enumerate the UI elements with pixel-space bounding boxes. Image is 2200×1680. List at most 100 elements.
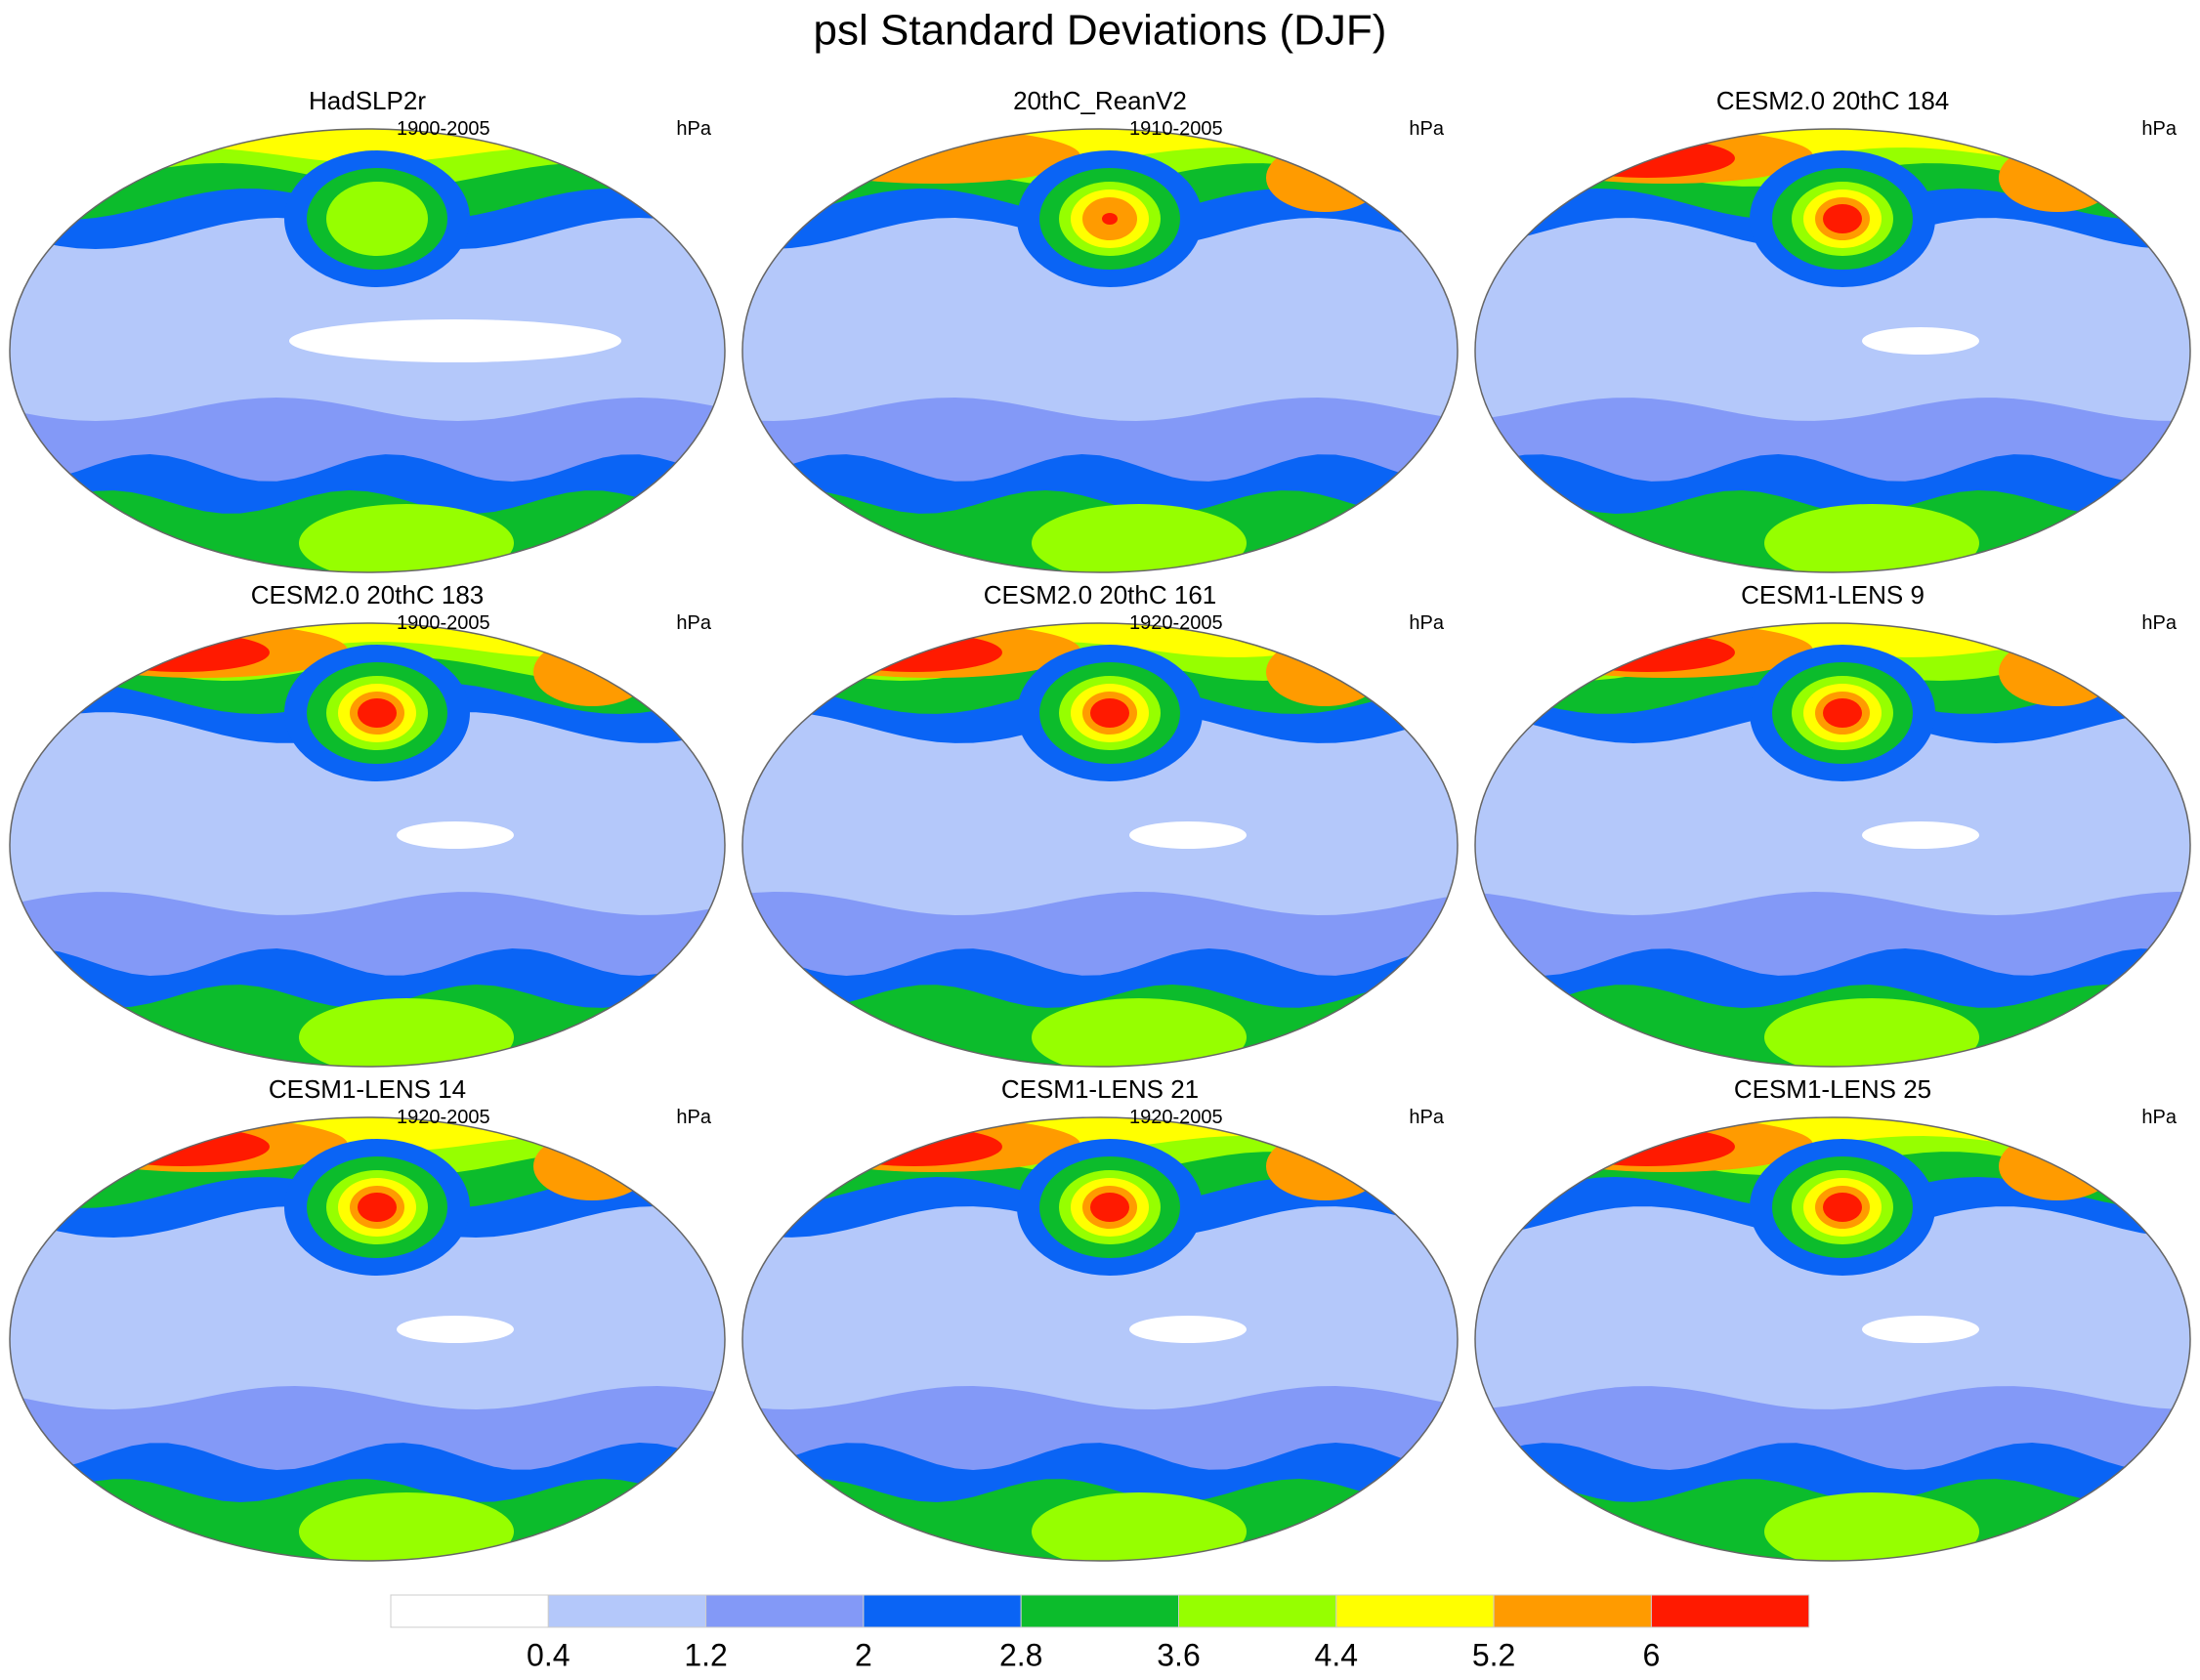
map-field xyxy=(10,129,725,572)
field-patch xyxy=(1129,327,1247,355)
panel-title: CESM2.0 20thC 183 xyxy=(251,580,484,609)
map-field xyxy=(10,623,725,1067)
map-outline xyxy=(741,622,1459,1068)
map-panel: CESM1-LENS 9 1920-2005 hPa xyxy=(1129,580,2191,1068)
field-patch xyxy=(1764,1492,1979,1561)
map-outline xyxy=(1474,622,2191,1068)
field-patch xyxy=(358,698,397,728)
figure-title: psl Standard Deviations (DJF) xyxy=(814,7,1387,55)
colorbar-label: 0.4 xyxy=(527,1637,570,1672)
units-label: hPa xyxy=(676,1107,711,1128)
units-label: hPa xyxy=(676,118,711,140)
field-patch xyxy=(299,1492,514,1561)
colorbar-box xyxy=(1178,1594,1337,1628)
map-field xyxy=(10,1117,725,1561)
field-patch xyxy=(1032,998,1247,1067)
colorbar-label: 3.6 xyxy=(1157,1637,1200,1672)
field-patch xyxy=(397,821,514,849)
units-label: hPa xyxy=(2141,118,2177,140)
map-field xyxy=(1475,129,2190,572)
field-patch xyxy=(1764,998,1979,1067)
field-patch xyxy=(1559,1127,1735,1166)
map-field xyxy=(742,1117,1458,1561)
map-outline xyxy=(741,128,1459,573)
field-patch xyxy=(358,1193,397,1222)
map-outline xyxy=(9,1116,726,1562)
field-patch xyxy=(299,998,514,1067)
field-patch xyxy=(1862,1316,1979,1343)
field-patch xyxy=(94,1127,270,1166)
units-label: hPa xyxy=(676,612,711,634)
field-patch xyxy=(1129,821,1247,849)
units-label: hPa xyxy=(1409,612,1444,634)
field-patch xyxy=(1559,633,1735,672)
field-patch xyxy=(787,129,1080,184)
colorbar-label: 1.2 xyxy=(684,1637,727,1672)
panel-title: CESM1-LENS 21 xyxy=(1001,1074,1199,1104)
map-outline xyxy=(1474,1116,2191,1562)
colorbar-box xyxy=(1650,1594,1810,1628)
field-patch xyxy=(1823,1193,1862,1222)
map-outline xyxy=(1474,128,2191,573)
field-patch xyxy=(1862,327,1979,355)
colorbar-box xyxy=(863,1594,1022,1628)
period-label: 1920-2005 xyxy=(1129,1107,1223,1128)
field-patch xyxy=(397,1316,514,1343)
panel-title: 20thC_ReanV2 xyxy=(1013,86,1187,115)
colorbar-label: 2 xyxy=(855,1637,872,1672)
field-patch xyxy=(826,1127,1002,1166)
field-patch xyxy=(326,182,428,256)
panel-title: CESM1-LENS 25 xyxy=(1734,1074,1931,1104)
field-patch xyxy=(1823,698,1862,728)
field-patch xyxy=(1032,1492,1247,1561)
field-patch xyxy=(94,633,270,672)
map-outline xyxy=(9,128,726,573)
field-patch xyxy=(299,504,514,572)
units-label: hPa xyxy=(2141,1107,2177,1128)
colorbar-box xyxy=(390,1594,549,1628)
period-label: 1920-2005 xyxy=(397,1107,490,1128)
field-patch xyxy=(1090,698,1129,728)
map-outline xyxy=(9,622,726,1068)
field-patch xyxy=(1032,504,1247,572)
map-panel: HadSLP2r 1900-2005 hPa xyxy=(9,86,726,573)
colorbar-label: 5.2 xyxy=(1472,1637,1515,1672)
colorbar-label: 2.8 xyxy=(999,1637,1042,1672)
units-label: hPa xyxy=(1409,1107,1444,1128)
colorbar-label: 6 xyxy=(1643,1637,1661,1672)
units-label: hPa xyxy=(2141,612,2177,634)
map-panel: CESM1-LENS 14 1920-2005 hPa xyxy=(9,1074,726,1562)
colorbar-label: 4.4 xyxy=(1315,1637,1358,1672)
field-patch xyxy=(1559,139,1735,178)
panel-title: CESM1-LENS 14 xyxy=(269,1074,466,1104)
field-patch xyxy=(289,319,621,362)
map-outline xyxy=(741,1116,1459,1562)
panel-title: CESM2.0 20thC 184 xyxy=(1716,86,1949,115)
field-patch xyxy=(1090,1193,1129,1222)
map-field xyxy=(1475,1117,2190,1561)
panel-title: HadSLP2r xyxy=(309,86,426,115)
field-patch xyxy=(1764,504,1979,572)
map-field xyxy=(742,623,1458,1067)
units-label: hPa xyxy=(1409,118,1444,140)
colorbar-box xyxy=(1020,1594,1179,1628)
map-panel: CESM2.0 20thC 183 1900-2005 hPa xyxy=(9,580,726,1068)
colorbar-box xyxy=(705,1594,865,1628)
colorbar-box xyxy=(1493,1594,1652,1628)
period-label: 1900-2005 xyxy=(397,118,490,140)
period-label: 1920-2005 xyxy=(1129,612,1223,634)
field-patch xyxy=(1862,821,1979,849)
colorbar-box xyxy=(547,1594,707,1628)
colorbar-box xyxy=(1335,1594,1495,1628)
period-label: 1900-2005 xyxy=(397,612,490,634)
field-patch xyxy=(1823,204,1862,233)
panel-title: CESM1-LENS 9 xyxy=(1741,580,1925,609)
map-field xyxy=(742,129,1458,572)
period-label: 1910-2005 xyxy=(1129,118,1223,140)
map-field xyxy=(1475,623,2190,1067)
field-patch xyxy=(826,633,1002,672)
panel-title: CESM2.0 20thC 161 xyxy=(984,580,1216,609)
field-patch xyxy=(1129,1316,1247,1343)
